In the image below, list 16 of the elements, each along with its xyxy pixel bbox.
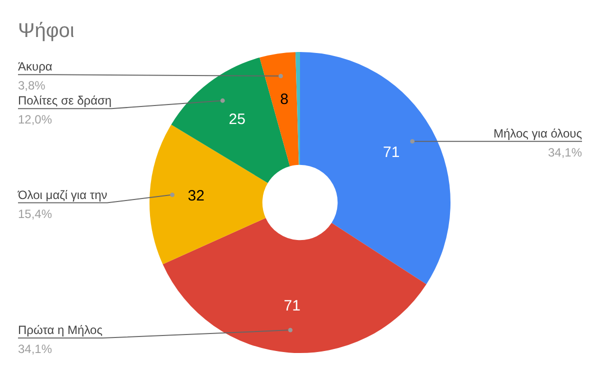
data-label: 8 xyxy=(280,90,289,108)
slice-label: Πρώτα η Μήλος xyxy=(18,323,103,338)
text: 12,0% xyxy=(18,112,52,127)
text: 34,1% xyxy=(18,342,52,356)
data-label: 71 xyxy=(284,297,300,314)
chart-title: Ψήφοι xyxy=(18,20,74,42)
data-label: 25 xyxy=(228,110,246,128)
text: 34,1% xyxy=(548,145,582,160)
data-label: 71 xyxy=(383,144,400,161)
slice-label: Μήλος για όλους xyxy=(494,126,582,140)
slice-label: Πολίτες σε δράση xyxy=(18,94,112,108)
data-label: 32 xyxy=(188,187,204,204)
text: 15,4% xyxy=(18,206,52,221)
slice-label: Όλοι μαζί για την xyxy=(17,188,108,202)
text: 3,8% xyxy=(18,78,46,93)
slice-label: Άκυρα xyxy=(18,60,52,74)
